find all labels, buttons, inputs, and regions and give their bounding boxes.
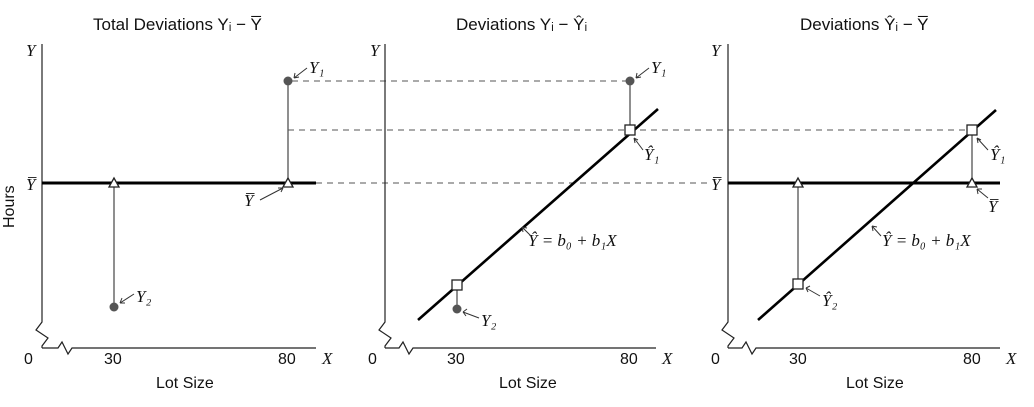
panel-2-tick-30: 30: [447, 351, 465, 368]
panel-3-ybar-axis-label: Y̅: [711, 175, 722, 194]
panel-3-equation: Ŷ = b₀ + b₁X: [882, 231, 971, 250]
panel-3-tick-30: 30: [789, 351, 807, 368]
panel-2-label-y1: Y₁: [651, 58, 666, 77]
panel-2-arrow-yhat1: [633, 137, 644, 151]
panel-3-x-axis-letter: X: [1005, 349, 1017, 368]
panel-1-title: Total Deviations Yᵢ − Y̅: [93, 15, 262, 34]
panel-1-y-axis-letter: Y: [26, 41, 37, 60]
panel-2-label-yhat1: Ŷ₁: [644, 145, 659, 164]
panel-3-tick-80: 80: [963, 351, 981, 368]
panel-1-mean-marker-30: [107, 176, 121, 188]
panel-1-origin: 0: [24, 351, 33, 368]
panel-2-arrow-y1: [635, 67, 650, 79]
panel-2-x-axis: [385, 340, 656, 356]
panel-3-arrow-yhat1: [976, 137, 989, 151]
panel-total-deviations: Total Deviations Yᵢ − Y̅ Y X 0 30 80 Lot…: [1, 15, 333, 392]
panel-3-arrow-equation: [871, 225, 882, 237]
panel-2-equation: Ŷ = b₀ + b₁X: [528, 231, 617, 250]
panel-1-ylabel: Hours: [1, 185, 18, 228]
panel-3-arrow-ybar: [976, 188, 989, 199]
panel-2-point-y1: [625, 76, 635, 86]
panel-1-point-y1: [283, 76, 293, 86]
panel-1-label-y2: Y₂: [136, 287, 151, 306]
panel-2-label-y2: Y₂: [481, 311, 496, 330]
panel-2-origin: 0: [368, 351, 377, 368]
panel-2-tick-80: 80: [620, 351, 638, 368]
panel-1-arrow-ybar: [259, 187, 284, 201]
panel-1-label-y1: Y₁: [309, 58, 324, 77]
panel-1-arrow-y1: [293, 67, 308, 79]
panel-2-title: Deviations Yᵢ − Ŷᵢ: [456, 15, 587, 34]
panel-2-x-axis-letter: X: [661, 349, 673, 368]
panel-3-xlabel: Lot Size: [846, 375, 904, 392]
panel-2-fitted-marker-30: [451, 279, 463, 291]
panel-3-fitted-marker-80: [966, 124, 978, 136]
panel-2-point-y2: [452, 304, 462, 314]
panel-3-fitted-marker-30: [792, 278, 804, 290]
panel-2-xlabel: Lot Size: [499, 375, 557, 392]
panel-2-arrow-y2: [462, 308, 480, 319]
panel-2-arrow-equation: [521, 226, 532, 237]
panel-3-y-axis: [721, 44, 735, 348]
panel-1-arrow-y2: [119, 293, 135, 304]
panel-3-label-ybar: Y̅: [988, 197, 999, 216]
panel-3-label-yhat1: Ŷ₁: [990, 145, 1005, 164]
panel-3-label-yhat2: Ŷ₂: [822, 291, 837, 310]
panel-deviations-residual: Deviations Yᵢ − Ŷᵢ Y X 0 30 80 Lot Size …: [368, 15, 673, 392]
panel-1-ybar-axis-label: Y̅: [26, 175, 37, 194]
panel-2-fitted-marker-80: [624, 124, 636, 136]
panel-3-origin: 0: [711, 351, 720, 368]
panel-1-tick-30: 30: [104, 351, 122, 368]
panel-3-x-axis: [728, 340, 1000, 356]
panel-deviations-fitted: Deviations Ŷᵢ − Y̅ Y X 0 30 80 Lot Size …: [711, 15, 1017, 392]
panel-2-y-axis: [378, 44, 392, 348]
panel-3-mean-marker-80: [965, 176, 979, 188]
panel-3-y-axis-letter: Y: [711, 41, 722, 60]
panel-1-label-ybar: Y̅: [244, 191, 255, 210]
panel-1-point-y2: [109, 302, 119, 312]
panel-1-y-axis: [35, 44, 49, 348]
panel-2-y-axis-letter: Y: [370, 41, 381, 60]
panel-1-xlabel: Lot Size: [156, 375, 214, 392]
panel-1-x-axis: [42, 340, 316, 356]
panel-3-title: Deviations Ŷᵢ − Y̅: [800, 15, 929, 34]
panel-3-mean-marker-30: [791, 176, 805, 188]
panel-1-mean-marker-80: [281, 176, 295, 188]
panel-1-tick-80: 80: [278, 351, 296, 368]
panel-1-x-axis-letter: X: [321, 349, 333, 368]
panel-3-arrow-yhat2: [805, 285, 821, 297]
